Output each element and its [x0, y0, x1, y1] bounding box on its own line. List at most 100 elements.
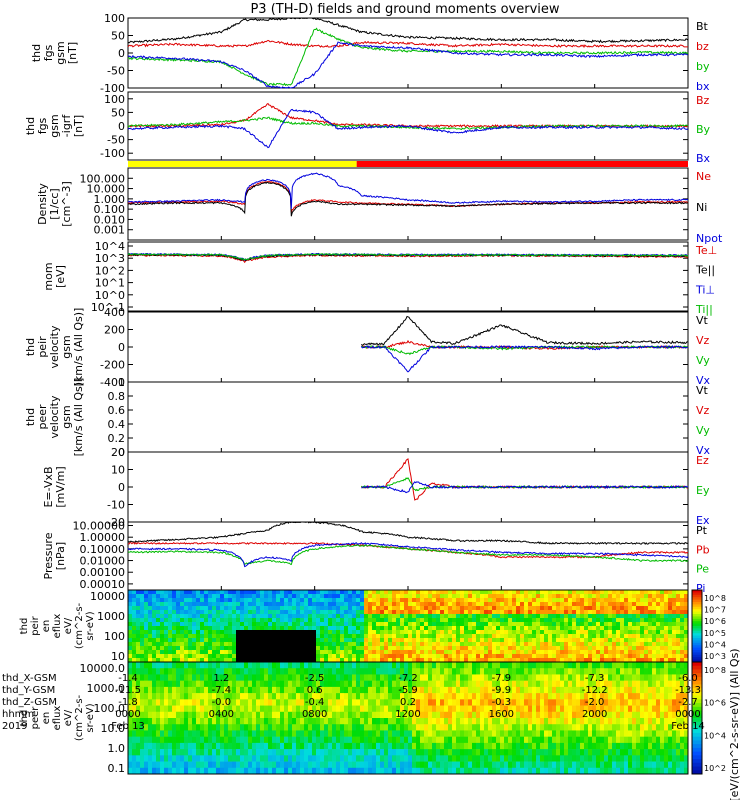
heatmap-cell — [472, 668, 477, 675]
heatmap-cell — [156, 686, 161, 694]
heatmap-cell — [172, 761, 177, 769]
heatmap-cell — [564, 680, 569, 688]
heatmap-cell — [568, 658, 573, 663]
heatmap-cell — [456, 711, 461, 719]
heatmap-cell — [268, 742, 273, 750]
heatmap-cell — [252, 594, 257, 599]
heatmap-cell — [484, 622, 489, 627]
heatmap-cell — [548, 674, 553, 681]
heatmap-cell — [316, 634, 321, 639]
heatmap-cell — [632, 610, 637, 615]
heatmap-cell — [524, 742, 529, 750]
heatmap-cell — [556, 622, 561, 627]
heatmap-cell — [236, 650, 241, 655]
heatmap-cell — [308, 598, 313, 603]
series-line-Ey — [361, 477, 689, 492]
heatmap-cell — [516, 602, 521, 607]
heatmap-cell — [564, 602, 569, 607]
heatmap-cell — [480, 650, 485, 655]
heatmap-cell — [176, 718, 181, 725]
heatmap-cell — [532, 602, 537, 607]
heatmap-cell — [448, 749, 453, 756]
heatmap-cell — [556, 767, 561, 775]
heatmap-cell — [268, 590, 273, 595]
heatmap-cell — [376, 749, 381, 756]
heatmap-cell — [160, 693, 165, 700]
heatmap-cell — [212, 630, 217, 635]
heatmap-cell — [588, 626, 593, 631]
heatmap-cell — [416, 590, 421, 595]
heatmap-cell — [268, 630, 273, 635]
heatmap-cell — [200, 736, 205, 744]
heatmap-cell — [620, 638, 625, 643]
heatmap-cell — [288, 634, 293, 639]
heatmap-cell — [320, 606, 325, 611]
heatmap-cell — [292, 718, 297, 725]
heatmap-cell — [560, 674, 565, 681]
heatmap-cell — [560, 594, 565, 599]
heatmap-cell — [332, 630, 337, 635]
heatmap-cell — [200, 614, 205, 619]
heatmap-cell — [464, 654, 469, 659]
heatmap-cell — [300, 761, 305, 769]
heatmap-cell — [584, 602, 589, 607]
heatmap-cell — [272, 730, 277, 737]
heatmap-cell — [168, 654, 173, 659]
heatmap-cell — [344, 610, 349, 615]
heatmap-cell — [468, 602, 473, 607]
heatmap-cell — [256, 622, 261, 627]
heatmap-cell — [352, 736, 357, 744]
heatmap-cell — [572, 614, 577, 619]
heatmap-cell — [228, 749, 233, 756]
heatmap-cell — [312, 590, 317, 595]
heatmap-cell — [548, 718, 553, 725]
heatmap-cell — [504, 618, 509, 623]
heatmap-cell — [420, 622, 425, 627]
heatmap-cell — [176, 654, 181, 659]
heatmap-cell — [568, 724, 573, 731]
heatmap-cell — [264, 626, 269, 631]
heatmap-cell — [536, 626, 541, 631]
heatmap-cell — [512, 590, 517, 595]
heatmap-cell — [332, 711, 337, 719]
heatmap-cell — [128, 614, 133, 619]
series-line-Vx — [360, 345, 689, 373]
heatmap-cell — [584, 658, 589, 663]
heatmap-cell — [244, 724, 249, 731]
heatmap-cell — [160, 650, 165, 655]
heatmap-cell — [400, 594, 405, 599]
heatmap-cell — [604, 658, 609, 663]
heatmap-cell — [196, 730, 201, 737]
heatmap-cell — [580, 686, 585, 694]
heatmap-cell — [612, 594, 617, 599]
heatmap-cell — [128, 618, 133, 623]
heatmap-cell — [380, 767, 385, 775]
heatmap-cell — [400, 634, 405, 639]
heatmap-cell — [152, 618, 157, 623]
heatmap-cell — [308, 630, 313, 635]
heatmap-cell — [336, 614, 341, 619]
heatmap-cell — [232, 618, 237, 623]
heatmap-cell — [188, 618, 193, 623]
heatmap-cell — [516, 610, 521, 615]
heatmap-cell — [600, 614, 605, 619]
heatmap-cell — [404, 606, 409, 611]
heatmap-cell — [596, 594, 601, 599]
heatmap-cell — [268, 606, 273, 611]
heatmap-cell — [664, 606, 669, 611]
heatmap-cell — [592, 602, 597, 607]
heatmap-cell — [304, 622, 309, 627]
heatmap-cell — [484, 602, 489, 607]
heatmap-cell — [204, 724, 209, 731]
heatmap-cell — [572, 594, 577, 599]
heatmap-cell — [176, 742, 181, 750]
heatmap-cell — [636, 626, 641, 631]
heatmap-cell — [424, 590, 429, 595]
heatmap-cell — [512, 658, 517, 663]
heatmap-cell — [280, 761, 285, 769]
heatmap-cell — [520, 650, 525, 655]
heatmap-cell — [300, 598, 305, 603]
heatmap-cell — [244, 650, 249, 655]
heatmap-cell — [348, 614, 353, 619]
heatmap-cell — [148, 662, 153, 669]
